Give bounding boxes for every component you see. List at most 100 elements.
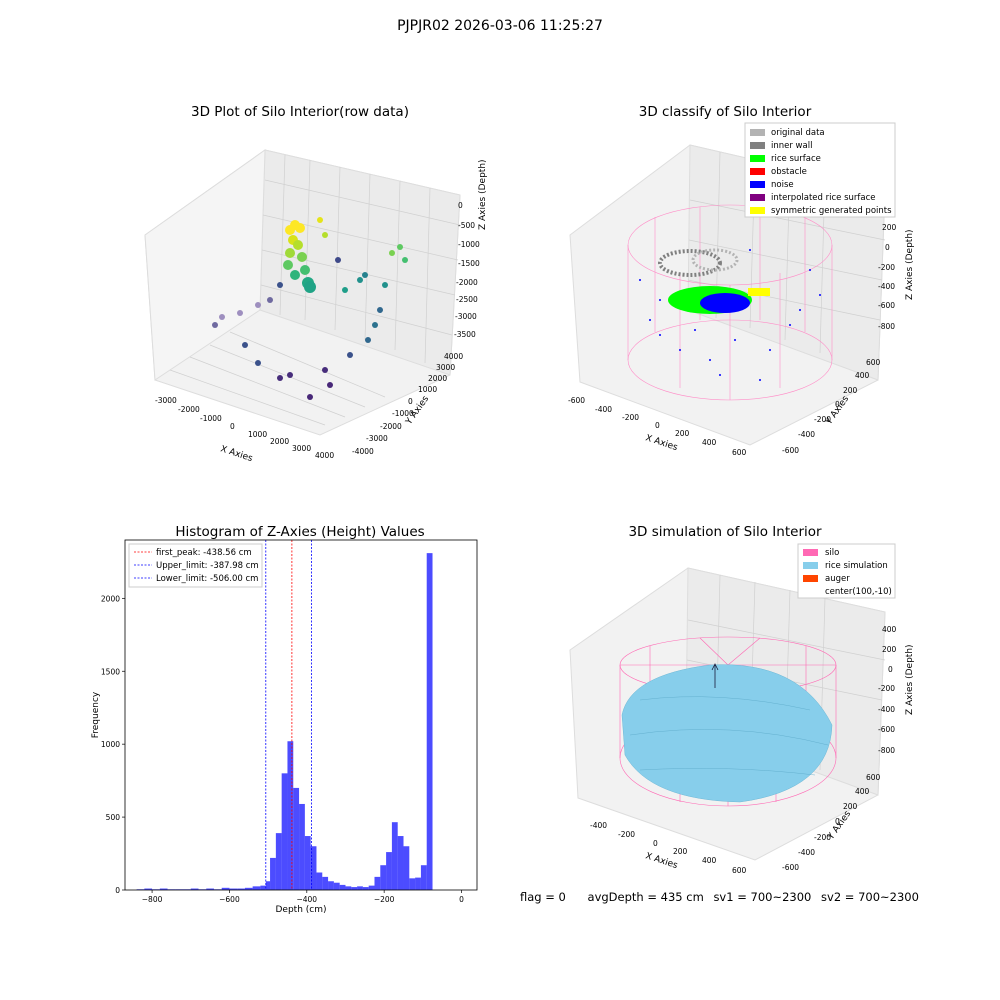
histogram-x-tick-label: −200	[374, 895, 395, 904]
raw-ztick: -1500	[458, 259, 480, 268]
histogram-y-tick-label: 0	[115, 886, 120, 895]
classify-ytick: 400	[855, 371, 870, 380]
sim-ytick: 0	[835, 817, 840, 826]
histogram-x-tick-label: −600	[219, 895, 240, 904]
legend-swatch-rice-simulation	[803, 562, 818, 569]
sim-xtick: 200	[673, 847, 688, 856]
raw-xtick: 0	[230, 422, 235, 431]
sim-ztick: -800	[878, 746, 895, 755]
raw-ytick: 0	[408, 397, 413, 406]
raw-xtick: 2000	[270, 437, 289, 446]
sim-zlabel: Z Axies (Depth)	[905, 644, 915, 715]
histogram-bar	[374, 876, 381, 890]
histogram-bar	[403, 846, 410, 890]
sim-ztick: -400	[878, 705, 895, 714]
raw-ztick: -3500	[454, 330, 476, 339]
sim-ztick: -600	[878, 725, 895, 734]
raw-ytick: -3000	[366, 434, 388, 443]
histogram-bar	[229, 888, 238, 890]
legend-label: first_peak: -438.56 cm	[156, 548, 252, 558]
histogram-x-tick-label: −400	[296, 895, 317, 904]
status-footer: flag = 0 avgDepth = 435 cm sv1 = 700~230…	[520, 890, 990, 904]
raw-ytick: -4000	[352, 447, 374, 456]
classify-zlabel: Z Axies (Depth)	[905, 229, 915, 300]
sim-ytick: 600	[866, 773, 881, 782]
legend-label: center(100,-10)	[825, 587, 892, 597]
histogram-reference-lines	[265, 540, 312, 890]
histogram-bar	[190, 888, 199, 890]
legend-label: inner wall	[771, 141, 812, 151]
raw-ztick: 0	[458, 201, 463, 210]
raw-ytick: 1000	[418, 385, 437, 394]
sim-ytick: 400	[855, 787, 870, 796]
histogram-bar	[386, 852, 392, 890]
legend-swatch-noise	[750, 181, 765, 188]
histogram-bar	[380, 865, 387, 890]
sim-xtick: 0	[653, 839, 658, 848]
classify-xtick: -200	[622, 413, 639, 422]
raw-ytick: 3000	[436, 363, 455, 372]
raw-zlabel: Z Axies (Depth)	[478, 159, 488, 230]
classify-plot-title: 3D classify of Silo Interior	[638, 104, 812, 120]
histogram-bar	[287, 741, 294, 890]
sim-ztick: 200	[882, 645, 897, 654]
legend-label: original data	[771, 128, 825, 138]
legend-swatch-silo	[803, 549, 818, 556]
legend-swatch-symmetric	[750, 207, 765, 214]
sim-ztick: 0	[888, 665, 893, 674]
raw-ztick: -2500	[456, 295, 478, 304]
histogram-y-tick-label: 1500	[101, 667, 120, 676]
sim-ytick: 200	[843, 802, 858, 811]
histogram-bar	[351, 887, 358, 890]
classify-ztick: 0	[885, 243, 890, 252]
classify-ztick: -400	[878, 282, 895, 291]
classify-ztick: -800	[878, 322, 895, 331]
histogram-bar	[281, 773, 288, 890]
histogram-bar	[221, 887, 230, 890]
histogram-bar	[237, 888, 245, 890]
classify-ytick: -200	[814, 415, 831, 424]
sim-ytick: -600	[782, 863, 799, 872]
raw-ytick: -1000	[392, 409, 414, 418]
sim-xtick: 400	[702, 856, 717, 865]
raw-xlabel: X Axies	[219, 444, 254, 464]
histogram-axes-frame	[124, 539, 478, 891]
histogram-bar	[310, 846, 317, 890]
histogram-bar	[420, 865, 427, 890]
sim-ytick: -200	[814, 833, 831, 842]
figure-suptitle: PJPJR02 2026-03-06 11:25:27	[397, 18, 603, 34]
legend-swatch-inner-wall	[750, 142, 765, 149]
raw-ytick: 4000	[444, 352, 463, 361]
legend-label: noise	[771, 180, 794, 190]
legend-label: obstacle	[771, 167, 807, 177]
raw-ztick: -3000	[455, 312, 477, 321]
histogram-legend: first_peak: -438.56 cm Upper_limit: -387…	[128, 543, 263, 588]
histogram-bar	[357, 886, 363, 890]
legend-swatch-rice-surface	[750, 155, 765, 162]
raw-xtick: -3000	[155, 396, 177, 405]
classify-xtick: 600	[732, 448, 747, 457]
classify-xtick: 200	[675, 429, 690, 438]
raw-plot-title: 3D Plot of Silo Interior(row data)	[191, 104, 409, 120]
sim-xtick: -200	[618, 830, 635, 839]
legend-swatch-obstacle	[750, 168, 765, 175]
simulation-auger	[711, 663, 719, 688]
classify-xtick: 400	[702, 438, 717, 447]
raw-axes-panes	[144, 149, 461, 436]
classify-ytick: 0	[835, 400, 840, 409]
raw-ytick: 2000	[428, 374, 447, 383]
histogram-bar	[409, 878, 416, 890]
classify-ztick: -600	[878, 301, 895, 310]
raw-ztick: -2000	[456, 278, 478, 287]
histogram-y-tick-label: 500	[106, 813, 121, 822]
legend-label: symmetric generated points	[771, 206, 892, 216]
histogram-y-tick-label: 1000	[101, 740, 120, 749]
histogram-bar	[368, 885, 375, 890]
legend-swatch-original	[750, 129, 765, 136]
histogram-bar	[415, 877, 421, 890]
raw-xtick: 3000	[292, 444, 311, 453]
sim-xtick: 600	[732, 866, 747, 875]
simulation-3d-plot: silo rice simulation auger center(100,-1…	[569, 543, 915, 875]
histogram-bar	[299, 803, 305, 890]
histogram-bar	[159, 888, 168, 890]
